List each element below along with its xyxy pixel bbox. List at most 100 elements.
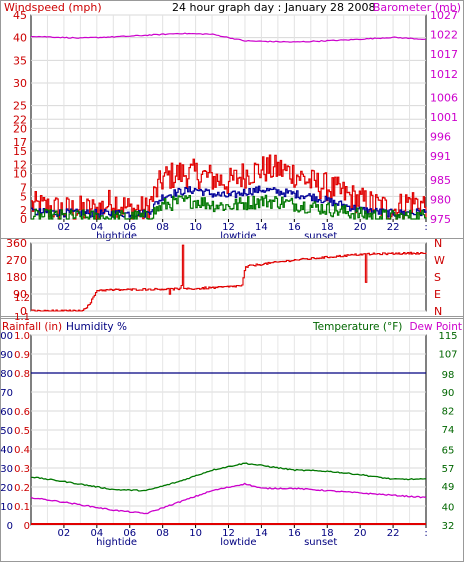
temp-tick-label: 40	[442, 503, 455, 514]
compass-label: E	[434, 288, 441, 301]
wind-tick-label: 25	[13, 100, 27, 113]
temp-tick-label: 82	[442, 407, 455, 418]
humidity-tick-label: 10	[0, 502, 13, 513]
humidity-tick-label: 90	[0, 350, 13, 361]
baro-tick-label: 1022	[430, 29, 458, 42]
baro-tick-label: 1027	[430, 9, 458, 22]
x-tick-label: 22	[387, 222, 400, 233]
x-tick-label: 10	[189, 222, 202, 233]
baro-tick-label: 1001	[430, 111, 458, 124]
temp-panel-border	[0, 318, 464, 562]
rain-tick-label: 1.2	[14, 293, 30, 304]
temp-tick-label: 57	[442, 464, 455, 475]
x-tick-label: 10	[189, 528, 202, 539]
temp-tick-label: 98	[442, 370, 455, 381]
annotation-lowtide: lowtide	[220, 231, 256, 242]
wind-tick-label: 35	[13, 54, 27, 67]
annotation-sunset: sunset	[304, 231, 337, 242]
temp-tick-label: 49	[442, 482, 455, 493]
annotation-sunset: sunset	[304, 537, 337, 548]
x-tick-label: 12	[222, 528, 235, 539]
temp-y-ticks: 32 40 49 57 65 74 82 90 98 107 115	[438, 331, 457, 532]
barometer-line	[31, 32, 427, 43]
dewpoint-axis-label: Dew Point	[409, 321, 462, 333]
x-tick-label: 04	[90, 528, 103, 539]
rain-tick-label: 0.9	[14, 350, 30, 361]
baro-tick-label: 975	[430, 213, 451, 226]
wind-tick-label: 22	[13, 113, 27, 126]
direction-tick-label: 270	[6, 254, 27, 267]
barometer-axis-label: Barometer (mb)	[373, 1, 461, 14]
x-tick-label: 06	[123, 528, 136, 539]
humidity-y-ticks: 0 10 20 30 40 50 60 70 80 90 100	[0, 331, 13, 532]
temperature-line	[31, 462, 427, 492]
wind-tick-label: 20	[13, 122, 27, 135]
direction-y-ticks: 360 270 180 90 0	[6, 237, 27, 318]
wind-x-ticks: 02 04 06 08 10 12 14 16 18 20 22:	[58, 219, 428, 233]
humidity-tick-label: 70	[0, 388, 13, 399]
rain-tick-label: 1.0	[14, 331, 30, 342]
wind-tick-label: 15	[13, 145, 27, 158]
x-tick-label: 08	[156, 528, 169, 539]
x-tick-label: 14	[255, 222, 268, 233]
x-tick-label: 04	[90, 222, 103, 233]
wind-direction-line	[31, 244, 427, 312]
rain-tick-label: 0.6	[14, 407, 30, 418]
wind-green-line	[31, 194, 427, 220]
rain-tick-label: 0.4	[14, 445, 30, 456]
rain-y-ticks: 0 0.1 0.2 0.3 0.4 0.5 0.6 0.8 0.9 1.0 1.1 1.2	[14, 293, 30, 532]
wind-tick-label: 10	[13, 168, 27, 181]
annotation-hightide: hightide	[96, 231, 137, 242]
direction-panel-border	[0, 238, 464, 317]
baro-tick-label: 1006	[430, 91, 458, 104]
humidity-tick-label: 80	[0, 369, 13, 380]
annotation-hightide: hightide	[96, 537, 137, 548]
baro-tick-label: 985	[430, 174, 451, 187]
baro-tick-label: 1017	[430, 48, 458, 61]
x-tick-label: 14	[255, 528, 268, 539]
temperature-axis-label: Temperature (°F)	[312, 321, 402, 333]
humidity-tick-label: 20	[0, 483, 13, 494]
x-tick-label: :	[424, 528, 427, 539]
rain-tick-label: 0.8	[14, 369, 30, 380]
rain-tick-label: 0	[24, 521, 30, 532]
rain-tick-label: 0.5	[14, 426, 30, 437]
rain-tick-label: 1.1	[14, 312, 30, 323]
baro-tick-label: 980	[430, 193, 451, 206]
baro-y-ticks: 975 980 985 991 996 1001 1006 1012 1017 1022 1027	[430, 9, 458, 226]
direction-tick-label: 0	[20, 305, 27, 318]
compass-label: S	[434, 271, 441, 284]
wind-tick-label: 17	[13, 136, 27, 149]
temp-tick-label: 115	[438, 331, 457, 342]
x-tick-label: 18	[321, 222, 334, 233]
x-tick-label: 12	[222, 222, 235, 233]
baro-tick-label: 996	[430, 131, 451, 144]
direction-tick-label: 360	[6, 237, 27, 250]
humidity-tick-label: 30	[0, 464, 13, 475]
humidity-tick-label: 50	[0, 426, 13, 437]
wind-tick-label: 30	[13, 77, 27, 90]
rain-tick-label: 0.2	[14, 483, 30, 494]
x-tick-label: 18	[321, 528, 334, 539]
rainfall-axis-label: Rainfall (in)	[2, 321, 62, 333]
wind-tick-label: 5	[20, 190, 27, 203]
wind-tick-label: 7	[20, 181, 27, 194]
temp-tick-label: 65	[442, 445, 455, 456]
wind-tick-label: 2	[20, 204, 27, 217]
direction-tick-label: 90	[13, 288, 27, 301]
x-tick-label: 16	[288, 528, 301, 539]
annotation-lowtide: lowtide	[220, 537, 256, 548]
x-tick-label: 02	[58, 528, 71, 539]
dewpoint-line	[30, 482, 427, 515]
temp-annotations: hightide lowtide sunset	[96, 537, 337, 548]
x-tick-label: :	[424, 222, 427, 233]
wind-baro-series	[31, 32, 427, 220]
x-tick-label: 22	[387, 528, 400, 539]
compass-label: N	[434, 305, 442, 318]
chart-title: 24 hour graph day : January 28 2008	[172, 1, 376, 14]
humidity-tick-label: 0	[7, 521, 13, 532]
temp-tick-label: 90	[442, 388, 455, 399]
